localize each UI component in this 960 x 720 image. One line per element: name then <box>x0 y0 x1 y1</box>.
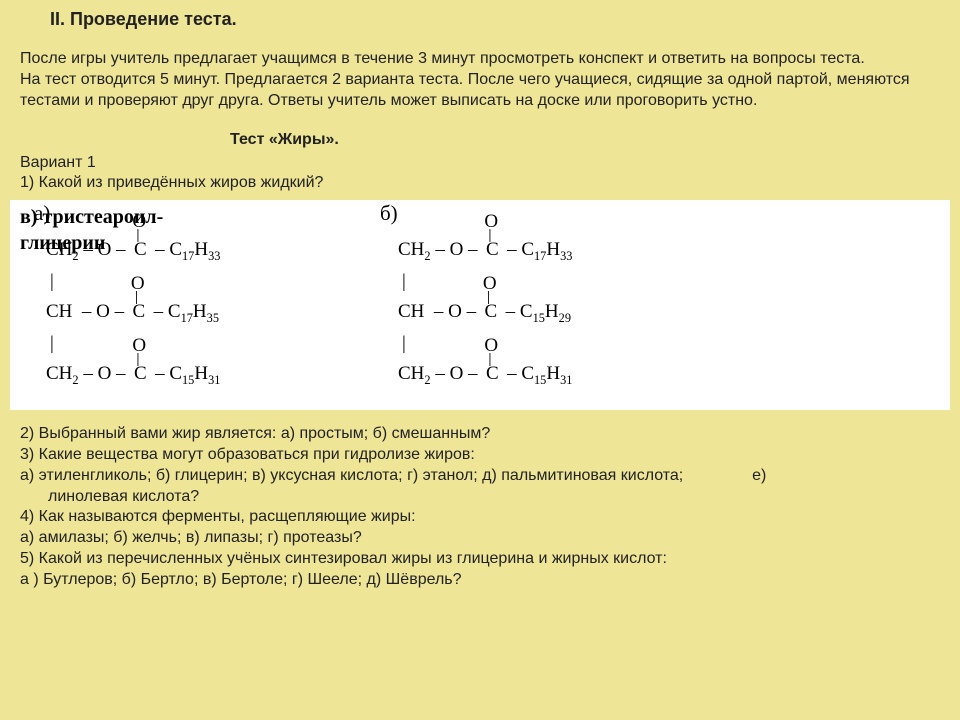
question-2: 2) Выбранный вами жир является: а) прост… <box>20 424 940 445</box>
structure-b-bond2: | <box>402 332 406 357</box>
question-5: 5) Какой из перечисленных учёных синтези… <box>20 549 940 570</box>
q3-opts-e: е) <box>752 467 766 484</box>
questions-after: 2) Выбранный вами жир является: а) прост… <box>20 424 940 590</box>
structure-a-row1: CH2 – O – O||C – C17H33 <box>46 238 220 264</box>
question-3: 3) Какие вещества могут образоваться при… <box>20 445 940 466</box>
chemical-structures-panel: а) б) в) тристеароил- глицерин CH2 – O –… <box>10 200 950 410</box>
structure-b-row3: CH2 – O – O||C – C15H31 <box>398 362 572 388</box>
question-4-options: а) амилазы; б) желчь; в) липазы; г) прот… <box>20 528 940 549</box>
intro-line-1: После игры учитель предлагает учащимся в… <box>20 50 865 67</box>
option-b-label: б) <box>380 200 398 227</box>
structure-a-row3: CH2 – O – O||C – C15H31 <box>46 362 220 388</box>
question-3-options: а) этиленгликоль; б) глицерин; в) уксусн… <box>20 466 940 487</box>
option-a-label: а) <box>34 200 50 227</box>
structure-a-bond2: | <box>50 332 54 357</box>
question-4: 4) Как называются ферменты, расщепляющие… <box>20 507 940 528</box>
test-title: Тест «Жиры». <box>230 130 940 151</box>
q3-opts-line2: линолевая кислота? <box>20 487 940 508</box>
structure-b-row2: CH – O – O||C – C15H29 <box>398 300 571 326</box>
question-1: 1) Какой из приведённых жиров жидкий? <box>20 173 940 194</box>
question-5-options: а ) Бутлеров; б) Бертло; в) Бертоле; г) … <box>20 570 940 591</box>
structure-b-row1: CH2 – O – O||C – C17H33 <box>398 238 572 264</box>
structure-a-row2: CH – O – O||C – C17H35 <box>46 300 219 326</box>
intro-paragraph: После игры учитель предлагает учащимся в… <box>20 49 940 111</box>
q3-opts-main: а) этиленгликоль; б) глицерин; в) уксусн… <box>20 467 683 484</box>
structure-b-bond1: | <box>402 270 406 295</box>
variant-label: Вариант 1 <box>20 153 940 174</box>
intro-line-2: На тест отводится 5 минут. Предлагается … <box>20 71 910 109</box>
structure-a-bond1: | <box>50 270 54 295</box>
section-heading: II. Проведение теста. <box>50 8 940 31</box>
